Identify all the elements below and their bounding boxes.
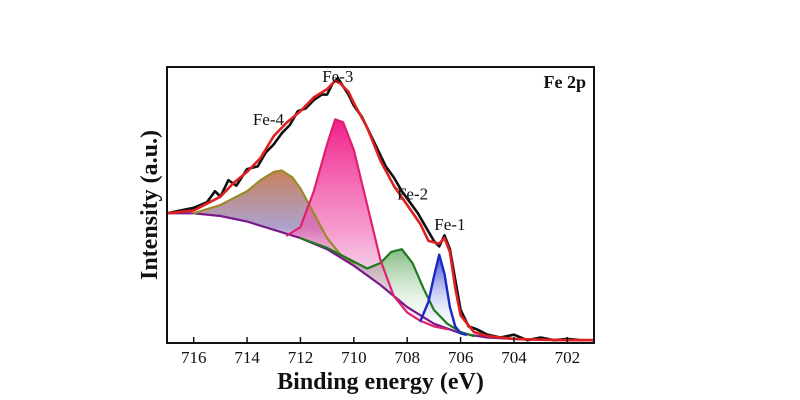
fe-3-area — [287, 119, 448, 330]
x-tick-label: 714 — [234, 348, 260, 367]
panel-label: Fe 2p — [544, 72, 587, 92]
x-tick-label: 712 — [288, 348, 314, 367]
x-tick-label: 716 — [181, 348, 207, 367]
plot-frame — [166, 66, 595, 344]
x-tick-label: 710 — [341, 348, 367, 367]
fe-3-line — [286, 118, 449, 331]
x-tick-label: 704 — [501, 348, 527, 367]
x-axis-ticks: 716 714 712 710 708 706 704 702 — [181, 337, 580, 367]
fe-2-line — [299, 237, 475, 338]
annotation-fe-1: Fe-1 — [434, 215, 465, 234]
annotation-fe-4: Fe-4 — [253, 110, 285, 129]
x-tick-label: 706 — [448, 348, 474, 367]
envelope-line — [167, 79, 594, 342]
x-tick-label: 702 — [555, 348, 581, 367]
fe-4-line — [192, 169, 355, 265]
annotation-fe-2: Fe-2 — [397, 184, 428, 203]
peak-annotations: Fe-4 Fe-3 Fe-2 Fe-1 — [253, 67, 466, 234]
series-lines — [167, 76, 594, 342]
fe-1-line — [419, 253, 468, 336]
fe-1-area — [420, 254, 466, 335]
x-axis-title: Binding energy (eV) — [277, 369, 484, 395]
y-axis-title: Intensity (a.u.) — [137, 130, 163, 280]
x-tick-label: 708 — [394, 348, 420, 367]
annotation-fe-3: Fe-3 — [322, 67, 353, 86]
